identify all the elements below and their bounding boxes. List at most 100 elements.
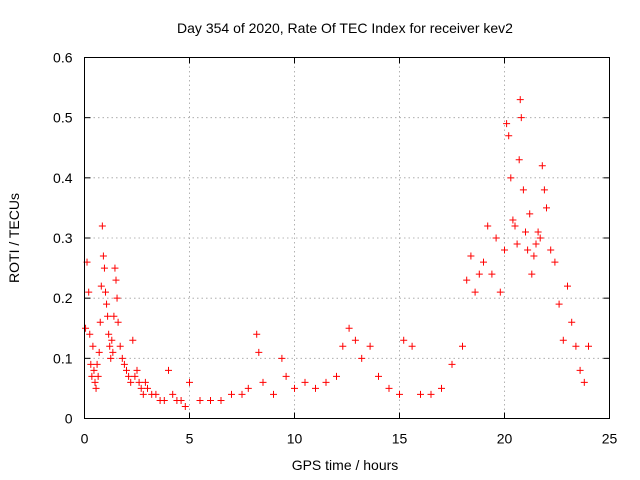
data-point (114, 318, 122, 326)
data-point (152, 390, 160, 398)
data-point (438, 384, 445, 392)
data-point (519, 186, 527, 194)
data-point (507, 174, 515, 182)
data-point (270, 390, 277, 398)
data-point (186, 378, 193, 386)
data-point (551, 258, 559, 266)
data-point (120, 360, 128, 368)
data-point (515, 156, 523, 164)
data-point (459, 342, 466, 350)
y-tick-label: 0.2 (53, 290, 73, 306)
data-point (503, 120, 511, 128)
data-point (480, 258, 487, 266)
data-point (207, 396, 214, 404)
data-point (278, 354, 286, 362)
data-point (196, 396, 204, 404)
data-point (123, 366, 130, 374)
data-point (517, 114, 525, 122)
data-point (90, 366, 98, 374)
data-point (448, 360, 456, 368)
data-point (259, 378, 267, 386)
data-point (417, 390, 424, 398)
data-point (111, 264, 119, 272)
data-point (505, 132, 513, 140)
data-point (559, 336, 567, 344)
data-point (139, 390, 147, 398)
data-point (127, 378, 135, 386)
data-point (532, 240, 540, 248)
data-point (181, 402, 189, 410)
data-point (530, 252, 538, 260)
data-point (129, 336, 137, 344)
axis-ticks: 0 5 10 15 20 25 0 0.1 0.2 0.3 0.4 0.5 0.6 (53, 50, 617, 447)
data-point (333, 372, 340, 380)
data-point (282, 372, 290, 380)
data-point (109, 348, 117, 356)
data-point (568, 318, 576, 326)
data-point (105, 330, 113, 338)
x-tick-label: 0 (81, 431, 89, 447)
data-point (564, 282, 571, 290)
data-point (141, 378, 149, 386)
data-point (217, 396, 225, 404)
data-point (580, 378, 588, 386)
data-point (471, 288, 479, 296)
data-point (463, 276, 471, 284)
x-tick-label: 10 (287, 431, 303, 447)
data-point (253, 330, 261, 338)
data-point (244, 384, 252, 392)
x-tick-label: 15 (392, 431, 408, 447)
y-tick-label: 0.1 (53, 350, 73, 366)
data-point (104, 312, 112, 320)
data-point (108, 336, 116, 344)
data-point (526, 210, 534, 218)
data-point (135, 378, 143, 386)
data-point (516, 96, 524, 104)
data-point (534, 228, 542, 236)
data-point (94, 372, 102, 380)
data-point (351, 336, 359, 344)
data-point (118, 354, 126, 362)
data-point (99, 252, 107, 260)
data-point (144, 384, 151, 392)
data-point (496, 288, 504, 296)
data-point (513, 240, 521, 248)
data-point (509, 216, 517, 224)
data-point (112, 276, 120, 284)
data-point (93, 360, 101, 368)
data-point (572, 342, 580, 350)
data-point (131, 372, 139, 380)
data-point (322, 378, 330, 386)
data-point (165, 366, 172, 374)
data-point (107, 354, 115, 362)
data-point (585, 342, 592, 350)
data-point (86, 330, 94, 338)
y-tick-label: 0.5 (53, 110, 73, 126)
y-axis-label: ROTI / TECUs (6, 193, 22, 283)
data-point (100, 264, 108, 272)
data-point (385, 384, 393, 392)
data-point (375, 372, 382, 380)
data-point (484, 222, 492, 230)
data-point (536, 234, 544, 242)
data-point (576, 366, 584, 374)
data-point (427, 390, 435, 398)
data-point (133, 366, 141, 374)
data-point (102, 288, 109, 296)
data-point (291, 384, 298, 392)
data-point (524, 246, 532, 254)
data-point (91, 378, 99, 386)
data-point (160, 396, 168, 404)
data-point (501, 246, 508, 254)
data-point (522, 228, 529, 236)
y-tick-label: 0.6 (53, 50, 73, 66)
x-tick-label: 20 (497, 431, 513, 447)
data-point (408, 342, 416, 350)
data-point (255, 348, 263, 356)
plot-frame (84, 57, 610, 419)
data-point (96, 318, 104, 326)
data-points (82, 96, 592, 410)
data-point (110, 312, 118, 320)
data-point (137, 384, 145, 392)
